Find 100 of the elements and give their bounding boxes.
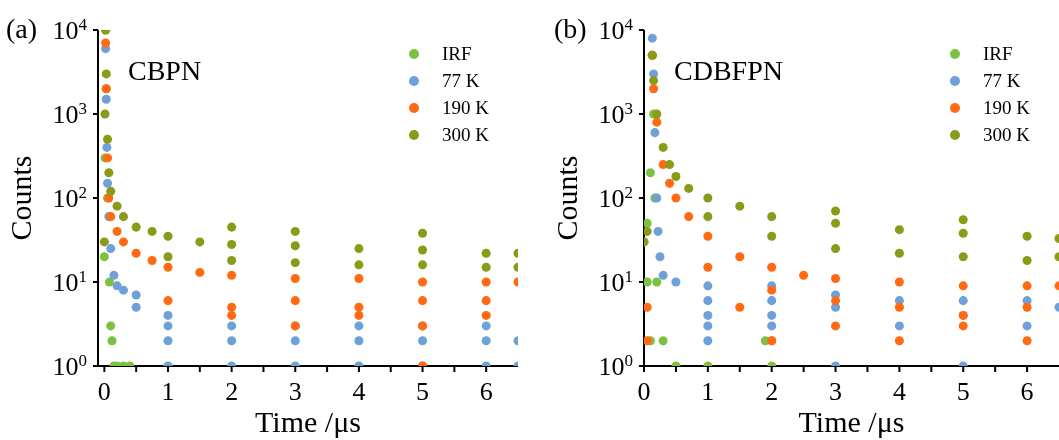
point — [647, 33, 657, 43]
point — [658, 336, 668, 346]
point — [735, 252, 745, 262]
point — [958, 252, 968, 262]
point — [767, 310, 777, 320]
point — [652, 117, 662, 127]
point — [481, 296, 491, 306]
y-axis-title: Counts — [549, 155, 583, 241]
point — [831, 218, 841, 228]
point — [131, 248, 141, 258]
point — [1022, 256, 1032, 266]
point — [227, 336, 237, 346]
x-tick-label: 0 — [637, 377, 651, 406]
point — [658, 270, 668, 280]
point — [418, 336, 428, 346]
x-tick-label: 4 — [892, 377, 906, 406]
point — [649, 84, 659, 94]
point — [645, 168, 655, 178]
point — [958, 281, 968, 291]
point — [894, 336, 904, 346]
x-tick-label: 3 — [288, 377, 302, 406]
point — [418, 296, 428, 306]
point — [703, 231, 713, 241]
x-tick-label: 6 — [479, 377, 493, 406]
x-tick-label: 6 — [1020, 377, 1034, 406]
point — [290, 241, 300, 251]
point — [767, 231, 777, 241]
point — [703, 310, 713, 320]
x-axis-title: Time /μs — [798, 405, 905, 438]
point — [644, 302, 652, 312]
point — [658, 142, 668, 152]
point — [106, 321, 116, 331]
point — [109, 270, 119, 280]
point — [290, 274, 300, 284]
point — [767, 262, 777, 272]
x-tick-label: 2 — [765, 377, 779, 406]
point — [354, 321, 364, 331]
point — [767, 212, 777, 222]
point — [665, 160, 675, 170]
y-tick-label: 10$^{4}$ — [598, 14, 634, 45]
point — [118, 237, 128, 247]
x-tick-label: 1 — [161, 377, 175, 406]
point — [354, 274, 364, 284]
point — [104, 168, 114, 178]
point — [831, 206, 841, 216]
point — [227, 321, 237, 331]
point — [290, 258, 300, 268]
point — [106, 244, 116, 254]
point — [354, 244, 364, 254]
point — [103, 134, 113, 144]
point — [163, 296, 173, 306]
point — [227, 302, 237, 312]
point — [665, 178, 675, 188]
point — [684, 183, 694, 193]
point — [354, 302, 364, 312]
point — [163, 262, 173, 272]
point — [894, 225, 904, 235]
point — [735, 302, 745, 312]
x-tick-label: 5 — [416, 377, 430, 406]
point — [958, 321, 968, 331]
point — [354, 336, 364, 346]
x-tick-label: 3 — [829, 377, 843, 406]
point — [163, 336, 173, 346]
legend-label: 300 K — [442, 123, 489, 146]
point — [831, 321, 841, 331]
point — [106, 186, 116, 196]
point — [290, 336, 300, 346]
legend-label: 77 K — [442, 69, 480, 92]
point — [671, 277, 681, 287]
text: CBPN — [128, 55, 202, 86]
point — [227, 270, 237, 280]
point — [163, 321, 173, 331]
point — [894, 277, 904, 287]
point — [481, 310, 491, 320]
point — [1022, 281, 1032, 291]
legend-label: 300 K — [983, 123, 1030, 146]
point — [290, 226, 300, 236]
point — [958, 296, 968, 306]
point — [112, 201, 122, 211]
point — [99, 252, 109, 262]
point — [767, 321, 777, 331]
point — [131, 290, 141, 300]
point — [163, 252, 173, 262]
point — [104, 277, 114, 287]
point — [481, 321, 491, 331]
point — [653, 226, 663, 236]
point — [1022, 321, 1032, 331]
point — [112, 226, 122, 236]
point — [290, 296, 300, 306]
point — [703, 296, 713, 306]
point — [1022, 302, 1032, 312]
point — [101, 38, 111, 48]
point — [767, 296, 777, 306]
point — [831, 296, 841, 306]
point — [99, 237, 109, 247]
x-tick-label: 1 — [701, 377, 715, 406]
point — [481, 248, 491, 258]
point — [481, 262, 491, 272]
point — [481, 336, 491, 346]
point — [684, 212, 694, 222]
